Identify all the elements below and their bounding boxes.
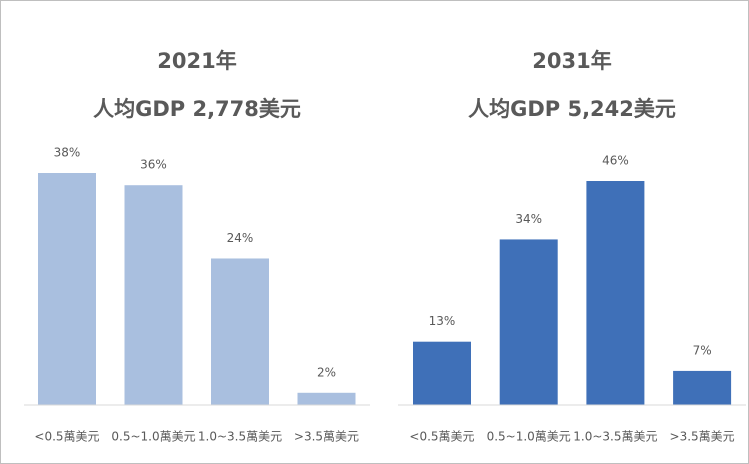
value-label: 36% — [140, 158, 167, 172]
x-tick-label: 0.5~1.0萬美元 — [111, 430, 195, 444]
value-label: 46% — [602, 154, 629, 168]
x-tick-label: >3.5萬美元 — [294, 430, 359, 444]
x-tick-label: 0.5~1.0萬美元 — [487, 430, 571, 444]
value-label: 24% — [227, 231, 254, 245]
x-tick-label: <0.5萬美元 — [34, 430, 99, 444]
chart-subtitle: 人均GDP 2,778美元 — [93, 97, 301, 121]
bar — [38, 173, 96, 405]
value-label: 2% — [317, 365, 336, 379]
bar — [673, 370, 732, 405]
chart-subtitle: 人均GDP 5,242美元 — [468, 97, 676, 121]
x-tick-label: 1.0~3.5萬美元 — [573, 430, 657, 444]
value-label: 38% — [54, 146, 81, 160]
x-tick-label: <0.5萬美元 — [409, 430, 474, 444]
bar — [413, 341, 471, 405]
bar — [124, 185, 183, 405]
chart-title: 2021年 — [157, 49, 236, 73]
value-label: 34% — [515, 212, 542, 226]
value-label: 7% — [693, 343, 712, 357]
chart-title: 2031年 — [532, 49, 611, 73]
bar — [499, 239, 558, 405]
x-tick-label: >3.5萬美元 — [670, 430, 735, 444]
bar — [211, 258, 269, 405]
value-label: 13% — [429, 314, 456, 328]
bar — [586, 181, 645, 405]
bar — [297, 392, 356, 405]
x-tick-label: 1.0~3.5萬美元 — [198, 430, 282, 444]
